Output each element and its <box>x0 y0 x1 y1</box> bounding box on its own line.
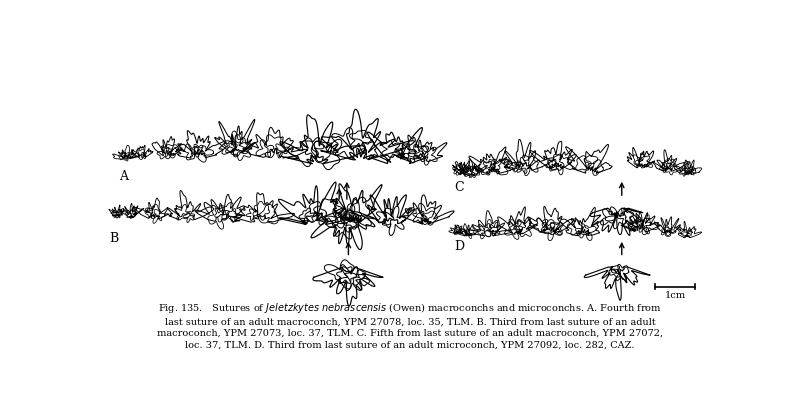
Text: C: C <box>454 181 464 194</box>
Text: D: D <box>454 240 465 253</box>
Text: A: A <box>119 170 128 184</box>
Text: 1cm: 1cm <box>664 290 686 300</box>
Text: Fig. 135.   Sutures of $\mathit{Jeletzkytes\ nebrascensis}$ (Owen) macroconchs a: Fig. 135. Sutures of $\mathit{Jeletzkyte… <box>157 300 663 350</box>
Text: B: B <box>110 232 119 245</box>
